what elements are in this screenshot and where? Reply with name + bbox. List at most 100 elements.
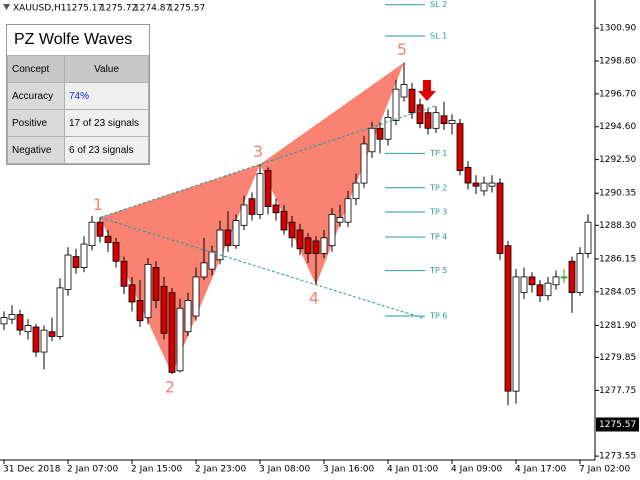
candle-body	[240, 204, 248, 226]
candle-body	[192, 276, 200, 317]
x-tick-label: 31 Dec 2018	[3, 465, 61, 475]
column-header: Concept	[7, 55, 65, 83]
candle-body	[48, 331, 56, 337]
last-price-label: 1275.57	[599, 420, 636, 430]
wolfe-line-1-3	[99, 105, 437, 218]
candle-body	[448, 120, 456, 125]
candle-body	[280, 210, 288, 231]
header-price: 1275.72	[100, 4, 137, 14]
candle-body	[504, 245, 512, 392]
point-label: 5	[397, 40, 407, 59]
candle-body	[472, 182, 480, 187]
y-tick-label: 1288.30	[599, 221, 636, 231]
candle-body	[168, 292, 176, 373]
cell: Negative	[7, 136, 65, 164]
candle-body	[160, 285, 168, 334]
x-tick-label: 4 Jan 01:00	[387, 465, 439, 475]
candle-body	[376, 127, 384, 140]
candle-body	[528, 276, 536, 286]
x-tick-label: 7 Jan 02:00	[579, 465, 631, 475]
level-label: SL 1	[430, 31, 447, 40]
y-tick-label: 1298.80	[599, 57, 636, 67]
x-tick-label: 2 Jan 23:00	[195, 465, 247, 475]
x-tick-label: 4 Jan 17:00	[515, 465, 567, 475]
candle-body	[248, 198, 256, 215]
candle-body	[368, 127, 376, 153]
cell: 74%	[64, 82, 149, 110]
point-label: 4	[309, 288, 319, 307]
y-tick-label: 1279.85	[599, 353, 636, 363]
candle-body	[136, 300, 144, 322]
candle-body	[568, 260, 576, 293]
y-tick-label: 1292.50	[599, 155, 636, 165]
candle-body	[288, 221, 296, 239]
cell: Accuracy	[7, 82, 65, 110]
y-tick-label: 1296.70	[599, 89, 636, 99]
x-tick-label: 3 Jan 16:00	[323, 465, 375, 475]
candle-body	[16, 314, 24, 331]
candle-body	[488, 182, 496, 187]
last-price-box	[596, 417, 639, 432]
point-label: 3	[253, 142, 263, 161]
candle-body	[32, 326, 40, 353]
candle-body	[352, 182, 360, 200]
candle-body	[184, 300, 192, 333]
x-tick-label: 3 Jan 08:00	[259, 465, 311, 475]
candle-body	[24, 325, 32, 333]
candle-body	[224, 229, 232, 247]
candle-body	[200, 262, 208, 278]
candle-body	[272, 204, 280, 214]
x-tick-label: 2 Jan 07:00	[67, 465, 119, 475]
candle-body	[256, 173, 264, 215]
candle-body	[328, 213, 336, 247]
candle-body	[544, 282, 552, 297]
candle-body	[40, 329, 48, 353]
candle-body	[424, 112, 432, 129]
candle-body	[320, 237, 328, 254]
y-tick-label: 1294.60	[599, 122, 636, 132]
y-tick-label: 1290.35	[599, 189, 636, 199]
candle-body	[80, 243, 88, 268]
candle-body	[296, 229, 304, 250]
level-label: TP 5	[429, 266, 447, 275]
level-label: TP 6	[429, 312, 447, 321]
y-tick-label: 1281.90	[599, 321, 636, 331]
candle-body	[536, 284, 544, 297]
y-tick-label: 1300.90	[599, 24, 636, 34]
header-price: 1275.57	[168, 4, 205, 14]
cell: 17 of 23 signals	[64, 109, 149, 137]
candle-body	[336, 217, 344, 223]
candle-body	[120, 260, 128, 287]
candle-body	[312, 240, 320, 254]
candle-body	[176, 307, 184, 372]
candle-body	[552, 276, 560, 286]
header-symbol: XAUUSD,H1	[13, 4, 67, 14]
candle-body	[96, 221, 104, 237]
candle-body	[264, 170, 272, 207]
candle-body	[104, 235, 112, 243]
wolfe-triangle	[100, 164, 260, 374]
candle-body	[56, 287, 64, 337]
y-tick-label: 1286.15	[599, 254, 636, 264]
y-tick-label: 1284.05	[599, 287, 636, 297]
level-label: TP 4	[429, 233, 447, 242]
x-tick-label: 2 Jan 15:00	[131, 465, 183, 475]
header-price: 1274.87	[134, 4, 171, 14]
header-price: 1275.17	[66, 4, 103, 14]
candle-body	[520, 276, 528, 293]
candle-body	[232, 220, 240, 247]
info-panel: PZ Wolfe Waves Concept Value Accuracy 74% …	[6, 24, 150, 165]
candle-body	[64, 254, 72, 290]
candle-body	[584, 221, 592, 254]
cell: Positive	[7, 109, 65, 137]
level-label: TP 2	[429, 183, 447, 192]
candle-body	[88, 221, 96, 247]
candle-body	[72, 256, 80, 268]
candle-body	[216, 229, 224, 261]
level-label: SL 2	[430, 0, 447, 9]
candle-body	[128, 284, 136, 303]
candle-body	[360, 143, 368, 184]
candle-body	[432, 112, 440, 129]
